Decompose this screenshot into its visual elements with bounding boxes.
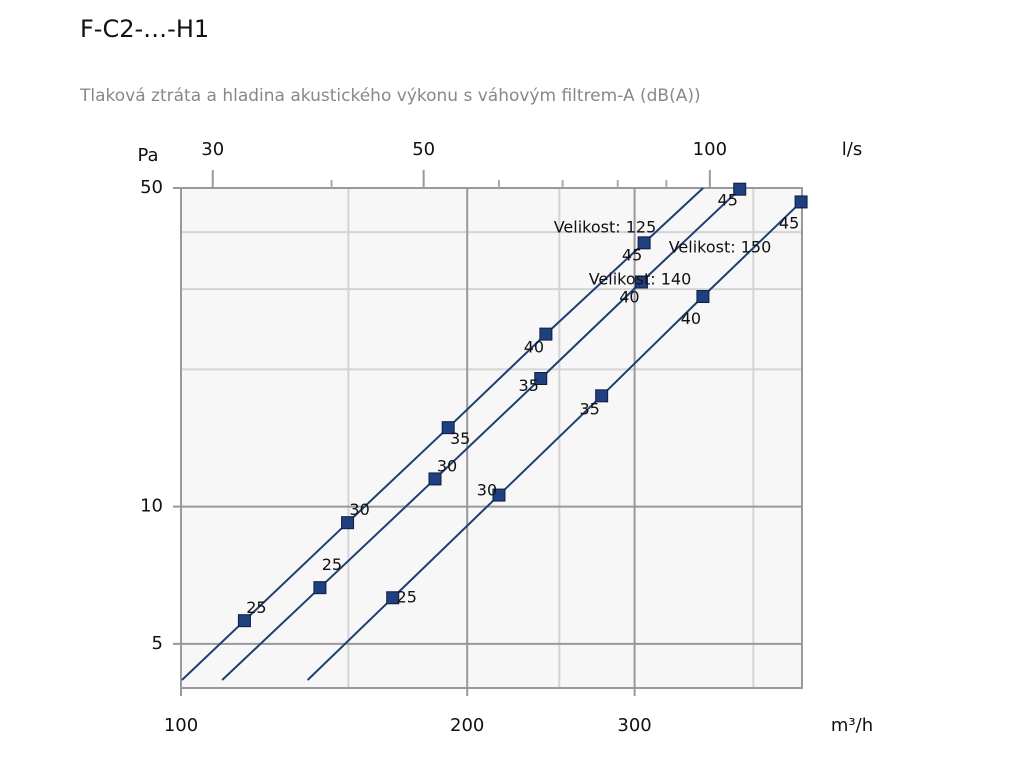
x-tick-label: 100 <box>164 715 198 736</box>
data-marker <box>733 182 747 196</box>
point-label: 45 <box>622 245 642 264</box>
point-label: 30 <box>477 481 497 500</box>
data-marker <box>237 614 251 628</box>
y-tick-label: 10 <box>140 496 163 517</box>
data-marker <box>386 591 400 605</box>
x-tick-label: 200 <box>450 715 484 736</box>
series-label: Velikost: 150 <box>669 238 772 257</box>
x2-tick-label: 100 <box>693 139 727 160</box>
data-marker <box>313 581 327 595</box>
data-marker <box>539 327 553 341</box>
x2-axis-label: l/s <box>842 139 862 160</box>
point-label: 25 <box>397 587 417 606</box>
data-marker <box>634 275 648 289</box>
series-label: Velikost: 125 <box>554 218 657 237</box>
curve-extension <box>221 586 321 681</box>
curve-extension <box>181 619 246 681</box>
point-label: 25 <box>246 598 266 617</box>
point-label: 30 <box>437 456 457 475</box>
x2-tick-label: 50 <box>412 139 435 160</box>
point-label: 25 <box>322 555 342 574</box>
x-tick-label: 300 <box>617 715 651 736</box>
y-axis-label: Pa <box>137 145 158 166</box>
chart-title: F-C2-…-H1 <box>80 15 209 43</box>
point-label: 45 <box>779 213 799 232</box>
point-label: 40 <box>619 287 639 306</box>
curve-extension <box>306 597 394 681</box>
point-label: 40 <box>524 338 544 357</box>
series-label: Velikost: 140 <box>589 270 692 289</box>
data-marker <box>696 290 710 304</box>
point-label: 35 <box>579 399 599 418</box>
y-tick-label: 50 <box>140 177 163 198</box>
data-marker <box>637 236 651 250</box>
x2-tick-label: 30 <box>201 139 224 160</box>
point-label: 40 <box>681 309 701 328</box>
point-label: 35 <box>519 376 539 395</box>
data-marker <box>492 488 506 502</box>
point-label: 45 <box>718 191 738 210</box>
curve-extension <box>643 187 704 244</box>
point-label: 30 <box>349 500 369 519</box>
chart-subtitle: Tlaková ztráta a hladina akustického výk… <box>79 86 701 106</box>
data-marker <box>534 372 548 386</box>
data-marker <box>441 421 455 435</box>
plot-area <box>181 188 802 688</box>
data-marker <box>428 472 442 486</box>
point-label: 35 <box>450 429 470 448</box>
data-marker <box>595 389 609 403</box>
data-marker <box>794 195 808 209</box>
data-marker <box>341 516 355 530</box>
y-tick-label: 5 <box>152 633 163 654</box>
x-axis-label: m³/h <box>831 715 873 736</box>
